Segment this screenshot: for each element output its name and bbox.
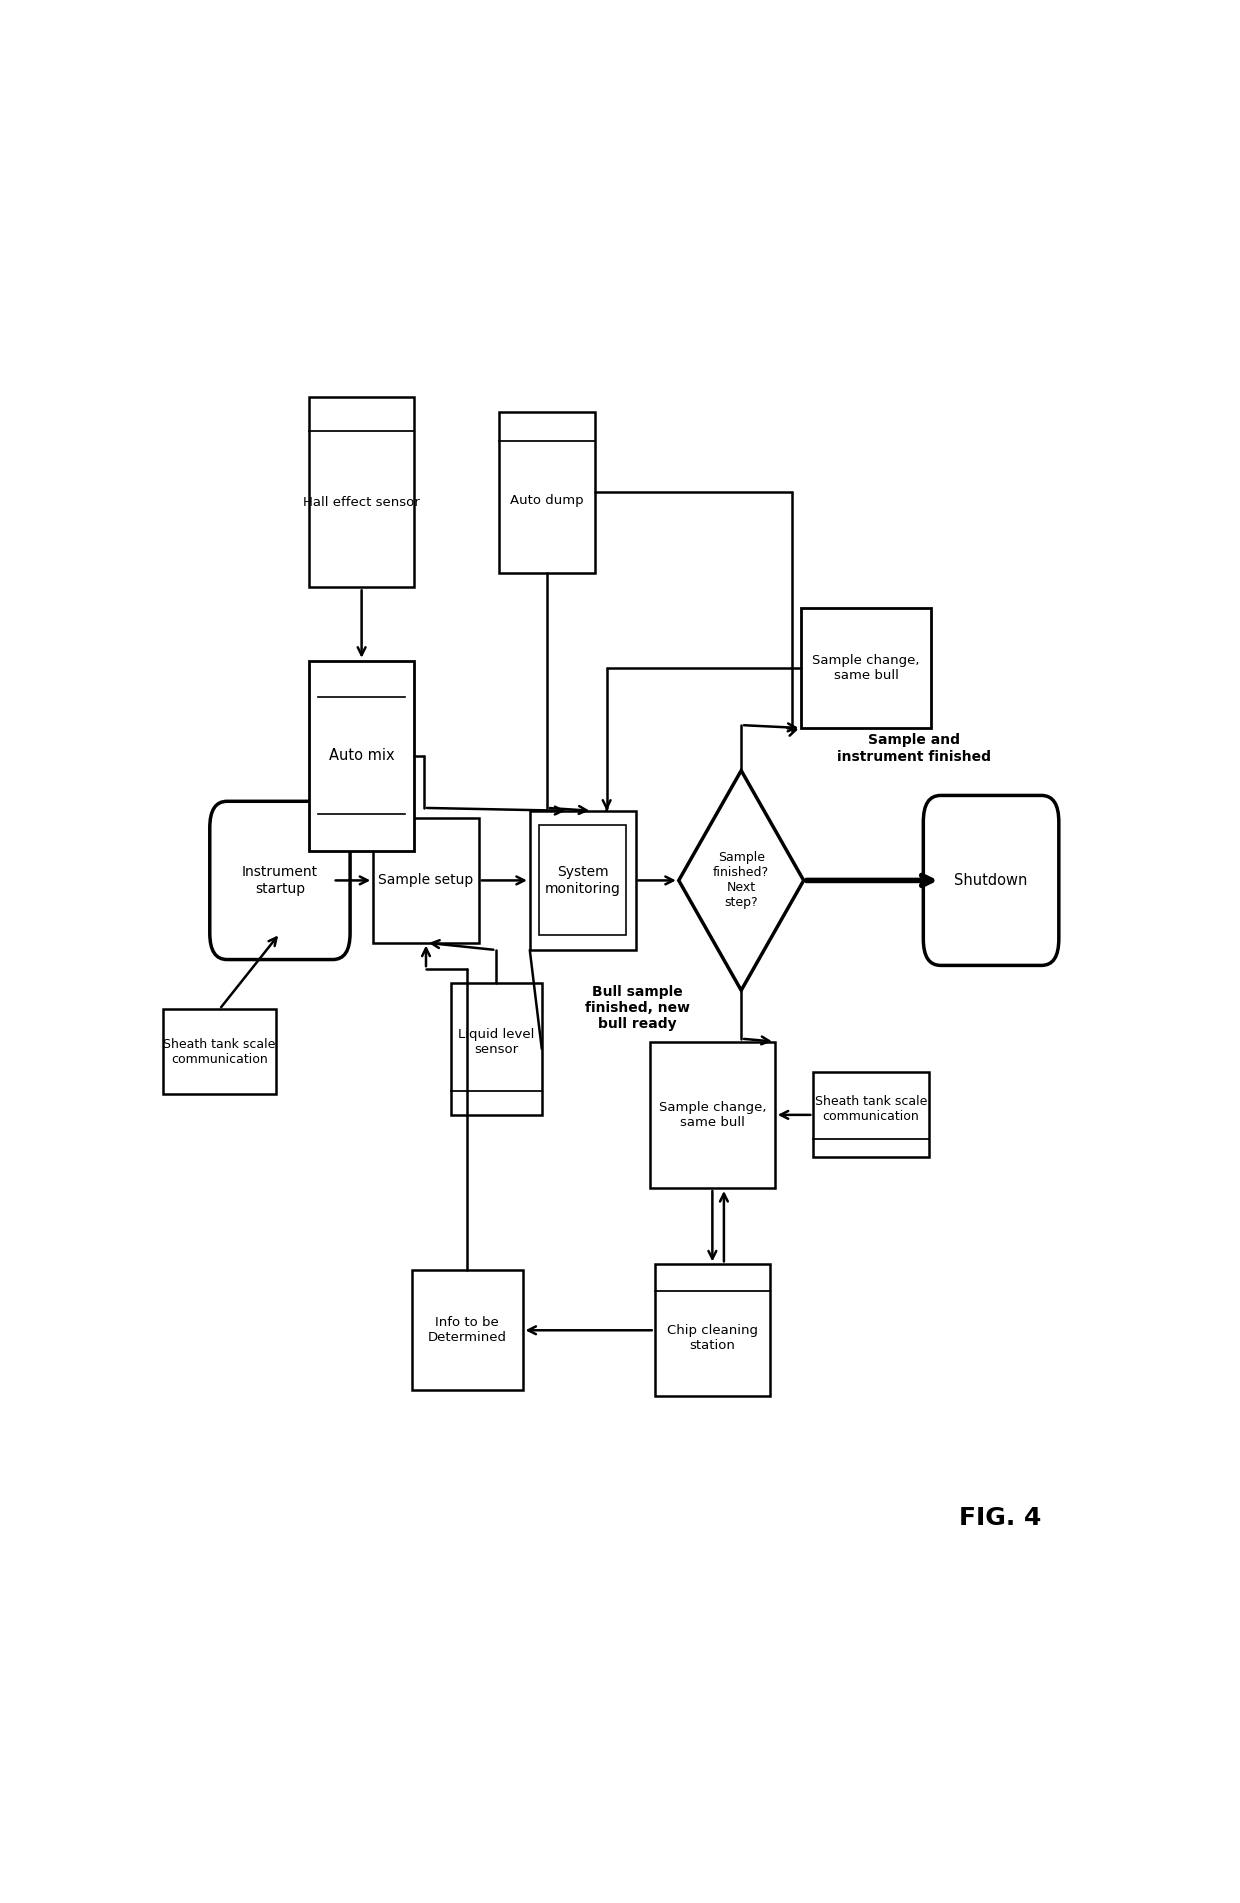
- Bar: [801, 607, 931, 729]
- Text: Sample and
instrument finished: Sample and instrument finished: [837, 733, 991, 763]
- Text: FIG. 4: FIG. 4: [960, 1505, 1042, 1530]
- Bar: [162, 1009, 277, 1094]
- Bar: [373, 818, 479, 942]
- Bar: [498, 411, 595, 573]
- Text: Instrument
startup: Instrument startup: [242, 866, 317, 896]
- Text: Liquid level
sensor: Liquid level sensor: [458, 1028, 534, 1056]
- Text: Sample
finished?
Next
step?: Sample finished? Next step?: [713, 851, 769, 910]
- Bar: [309, 660, 414, 851]
- Bar: [412, 1269, 522, 1391]
- Text: Info to be
Determined: Info to be Determined: [428, 1317, 507, 1344]
- Text: Bull sample
finished, new
bull ready: Bull sample finished, new bull ready: [585, 984, 689, 1031]
- Text: Sample change,
same bull: Sample change, same bull: [658, 1100, 766, 1128]
- Text: Shutdown: Shutdown: [955, 873, 1028, 889]
- Text: Sample setup: Sample setup: [378, 873, 474, 887]
- Text: Sheath tank scale
communication: Sheath tank scale communication: [815, 1096, 928, 1123]
- Bar: [650, 1041, 775, 1187]
- Bar: [539, 826, 626, 936]
- Text: Sheath tank scale
communication: Sheath tank scale communication: [164, 1037, 275, 1066]
- Text: System
monitoring: System monitoring: [544, 866, 620, 896]
- FancyBboxPatch shape: [210, 801, 350, 959]
- Bar: [529, 811, 635, 950]
- Text: Auto mix: Auto mix: [329, 748, 394, 763]
- Text: Chip cleaning
station: Chip cleaning station: [667, 1324, 758, 1353]
- Polygon shape: [678, 771, 804, 990]
- Bar: [450, 984, 542, 1115]
- Text: Sample change,
same bull: Sample change, same bull: [812, 655, 920, 681]
- Bar: [655, 1264, 770, 1397]
- Bar: [309, 398, 414, 588]
- Bar: [813, 1073, 929, 1157]
- Text: Hall effect sensor: Hall effect sensor: [304, 497, 420, 508]
- Text: Auto dump: Auto dump: [511, 495, 584, 508]
- FancyBboxPatch shape: [924, 795, 1059, 965]
